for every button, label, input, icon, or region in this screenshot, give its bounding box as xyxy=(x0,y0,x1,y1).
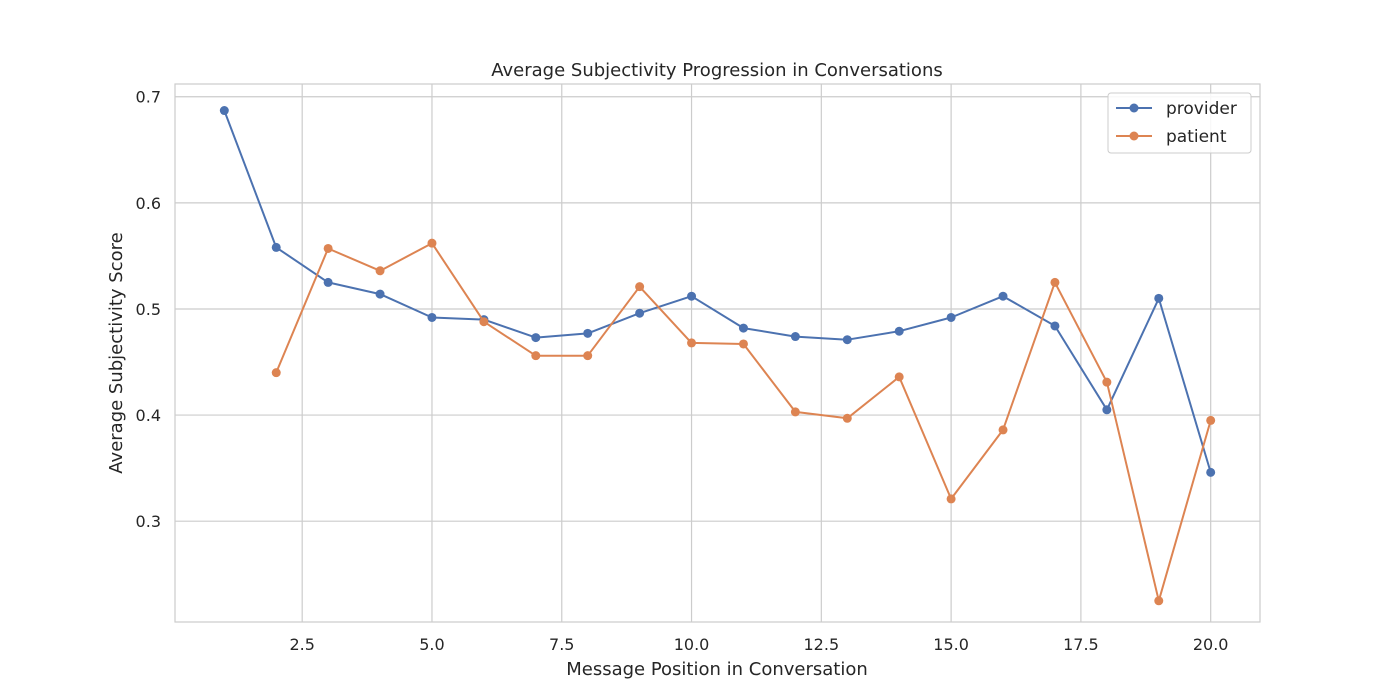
data-point-provider xyxy=(583,328,593,338)
x-tick-label: 20.0 xyxy=(1193,635,1229,654)
data-point-provider xyxy=(427,312,437,322)
data-point-provider xyxy=(375,289,385,299)
y-axis-label: Average Subjectivity Score xyxy=(106,232,127,473)
data-point-patient xyxy=(842,413,852,423)
data-point-provider xyxy=(946,312,956,322)
series-layer xyxy=(219,106,1216,606)
data-point-provider xyxy=(790,332,800,342)
data-point-patient xyxy=(946,494,956,504)
legend-label-provider: provider xyxy=(1166,99,1237,119)
data-point-patient xyxy=(687,338,697,348)
x-tick-label: 17.5 xyxy=(1063,635,1099,654)
data-point-provider xyxy=(531,333,541,343)
data-point-patient xyxy=(635,282,645,292)
data-point-provider xyxy=(687,291,697,301)
y-tick-label: 0.6 xyxy=(136,194,161,213)
data-point-patient xyxy=(375,266,385,276)
data-point-provider xyxy=(738,323,748,333)
data-point-patient xyxy=(1102,377,1112,387)
data-point-patient xyxy=(894,372,904,382)
x-tick-label: 2.5 xyxy=(289,635,314,654)
data-point-patient xyxy=(427,238,437,248)
data-point-patient xyxy=(531,351,541,361)
x-tick-labels: 2.5 5.0 7.5 10.0 12.5 15.0 17.5 20.0 xyxy=(289,635,1228,654)
data-point-provider xyxy=(1102,405,1112,415)
data-point-patient xyxy=(1050,277,1060,287)
data-point-provider xyxy=(894,326,904,336)
x-axis-label: Message Position in Conversation xyxy=(566,659,868,680)
series-patient xyxy=(271,238,1216,606)
data-point-provider xyxy=(219,106,229,116)
legend-marker-patient xyxy=(1129,131,1139,141)
data-point-patient xyxy=(583,351,593,361)
legend-label-patient: patient xyxy=(1166,127,1227,147)
data-point-provider xyxy=(1050,321,1060,331)
data-point-provider xyxy=(1154,293,1164,303)
legend: provider patient xyxy=(1107,92,1252,154)
x-tick-label: 7.5 xyxy=(549,635,574,654)
data-point-provider xyxy=(842,335,852,345)
y-tick-label: 0.4 xyxy=(136,406,161,425)
data-point-provider xyxy=(323,277,333,287)
data-point-provider xyxy=(1206,467,1216,477)
y-tick-labels: 0.3 0.4 0.5 0.6 0.7 xyxy=(136,88,161,531)
data-point-patient xyxy=(790,407,800,417)
plot-area xyxy=(174,83,1261,623)
x-tick-label: 15.0 xyxy=(933,635,969,654)
x-tick-label: 12.5 xyxy=(804,635,840,654)
y-tick-label: 0.5 xyxy=(136,300,161,319)
y-tick-label: 0.3 xyxy=(136,512,161,531)
x-tick-label: 10.0 xyxy=(674,635,710,654)
data-point-patient xyxy=(323,243,333,253)
data-point-provider xyxy=(271,242,281,252)
legend-marker-provider xyxy=(1129,103,1139,113)
data-point-patient xyxy=(271,368,281,378)
series-line-patient xyxy=(275,242,1212,602)
data-point-patient xyxy=(479,317,489,327)
series-provider xyxy=(219,106,1216,477)
grid xyxy=(175,84,1260,622)
data-point-provider xyxy=(635,308,645,318)
chart-title: Average Subjectivity Progression in Conv… xyxy=(491,60,943,81)
x-tick-label: 5.0 xyxy=(419,635,444,654)
data-point-patient xyxy=(998,425,1008,435)
data-point-patient xyxy=(1154,596,1164,606)
data-point-provider xyxy=(998,291,1008,301)
series-line-provider xyxy=(223,110,1212,473)
data-point-patient xyxy=(738,339,748,349)
y-tick-label: 0.7 xyxy=(136,88,161,107)
data-point-patient xyxy=(1206,415,1216,425)
